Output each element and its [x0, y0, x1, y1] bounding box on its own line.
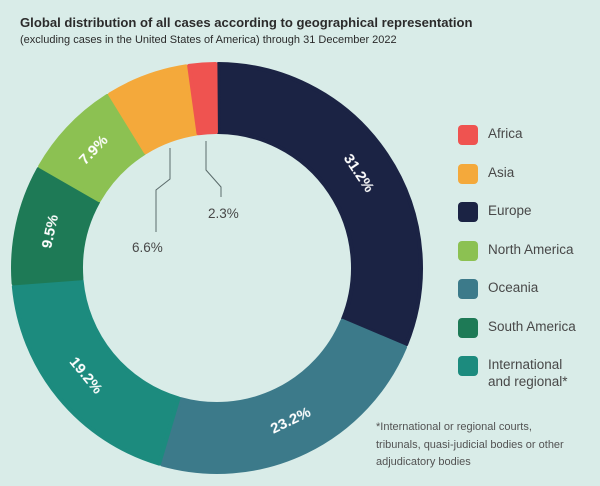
svg-text:6.6%: 6.6% — [132, 240, 163, 255]
svg-text:2.3%: 2.3% — [208, 206, 239, 221]
